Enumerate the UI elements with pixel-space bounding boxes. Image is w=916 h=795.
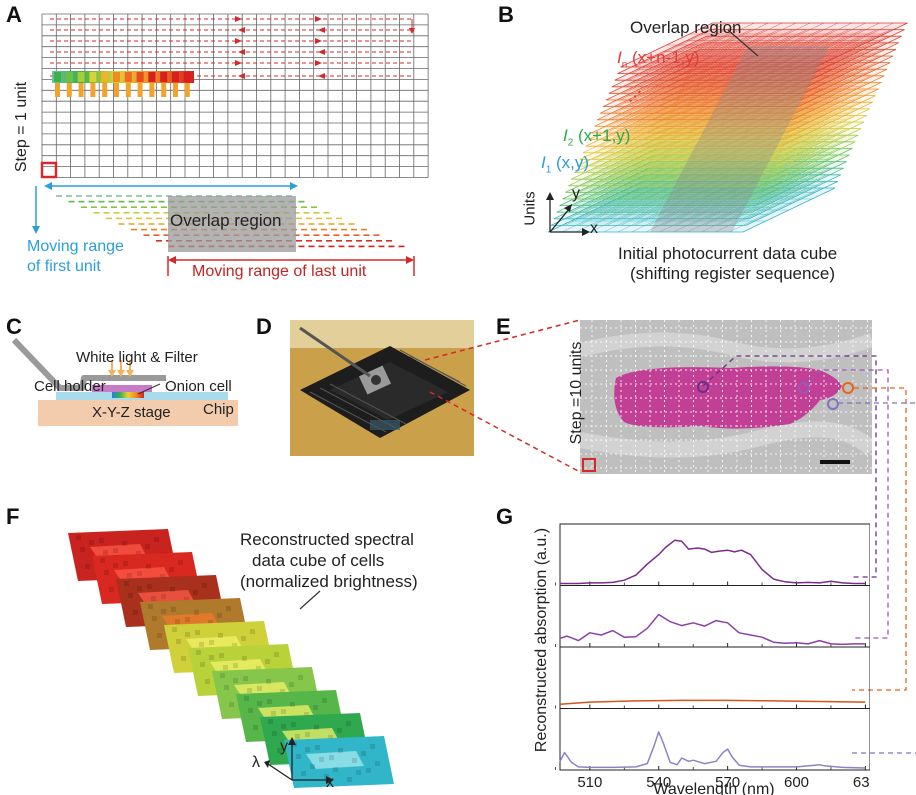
chip-photo (290, 320, 474, 456)
chart-x-tick-label: 540 (646, 774, 671, 791)
panel-label-g: G (496, 504, 514, 529)
onion-cell-sample (92, 385, 152, 392)
first-unit-range-label-1: Moving range (27, 238, 124, 255)
unit-marker-e (582, 458, 596, 472)
first-unit-range-label-2: of first unit (27, 258, 101, 275)
onion-cell-label: Onion cell (165, 378, 232, 395)
panel-label-d: D (256, 314, 272, 339)
spectral-slice (284, 736, 394, 788)
cube-caption-1: Initial photocurrent data cube (618, 244, 838, 263)
spectral-caption-3: (normalized brightness) (240, 572, 418, 591)
absorption-series-line (560, 539, 866, 585)
light-filter-label: White light & Filter (76, 349, 198, 366)
chart-x-axis-label: Wavelength (nm) (653, 781, 774, 795)
layer-n-label: In (x+n-1,y) (617, 48, 700, 71)
layer-2-label: I2 (x+1,y) (563, 126, 631, 149)
chart-y-axis-label: Reconstructed absorption (a.u.) (533, 528, 550, 752)
absorption-series-line (559, 699, 866, 706)
axis-x-label-b: x (590, 220, 598, 237)
chart-x-tick-label: 600 (784, 774, 809, 791)
absorption-chart: 510 540 570 600 630 Reconstructed absorption… (533, 523, 870, 795)
photocurrent-layers (547, 22, 908, 233)
xyz-stage (38, 400, 238, 426)
spectral-caption-2: data cube of cells (252, 551, 385, 570)
pixel-array-bar (52, 71, 194, 97)
chart-x-tick-label: 630 (853, 774, 870, 791)
onion-cell-micrograph (580, 320, 872, 474)
spectral-slices (68, 529, 394, 788)
cell-holder-arm (11, 337, 166, 391)
panel-label-c: C (6, 314, 22, 339)
axis-lambda-label-f: λ (252, 754, 260, 771)
chart-subpanel (559, 523, 870, 586)
axis-y-label-b: y (572, 185, 580, 202)
absorption-series-line (559, 613, 866, 646)
chip-label: Chip (203, 401, 234, 418)
light-arrows (108, 360, 134, 377)
overlap-region-box (168, 196, 296, 252)
panel-f-spectral-cube (68, 529, 394, 788)
last-unit-range-label: Moving range of last unit (192, 263, 367, 280)
onion-cell (614, 366, 842, 429)
layer-1-label: I1 (x,y) (541, 153, 590, 176)
axis-y-label-f: y (280, 738, 288, 755)
panel-a-diagram (32, 13, 429, 276)
panel-label-e: E (496, 314, 511, 339)
chart-x-tick-label: 570 (715, 774, 740, 791)
panel-label-b: B (498, 2, 514, 27)
absorption-series-line (559, 731, 866, 769)
cube-caption-2: (shifting register sequence) (630, 264, 836, 283)
panel-label-a: A (6, 2, 22, 27)
overlap-label-a: Overlap region (170, 211, 282, 230)
stage-label: X-Y-Z stage (92, 404, 171, 421)
panel-label-f: F (6, 504, 20, 529)
axis-x-label-f: x (326, 774, 334, 791)
panel-c-setup (11, 337, 238, 426)
panel-b-datacube (546, 22, 908, 236)
chart-x-tick-label: 510 (577, 774, 602, 791)
scan-path-arrows (50, 16, 415, 79)
overlap-region-prism (650, 46, 830, 232)
spectral-caption-1: Reconstructed spectral (240, 530, 414, 549)
first-unit-marker (40, 161, 58, 179)
overlap-label-b: Overlap region (630, 18, 742, 37)
chart-subpanel (559, 646, 870, 709)
chart-subpanel (559, 585, 870, 648)
chart-subpanel (559, 708, 870, 771)
cell-holder-label: Cell holder (34, 378, 106, 395)
